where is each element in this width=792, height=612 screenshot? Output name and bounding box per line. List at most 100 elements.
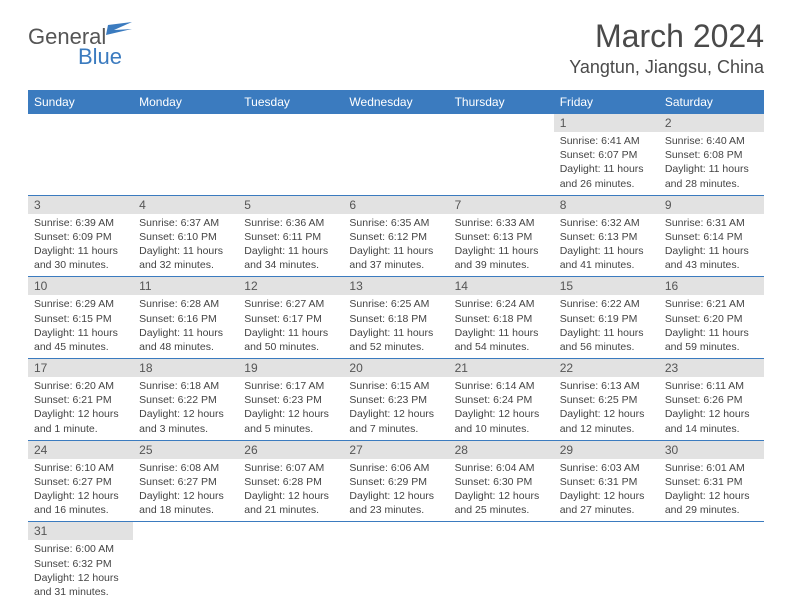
day-info: Sunrise: 6:13 AMSunset: 6:25 PMDaylight:… [554, 377, 659, 440]
day-info: Sunrise: 6:22 AMSunset: 6:19 PMDaylight:… [554, 295, 659, 358]
day-info: Sunrise: 6:04 AMSunset: 6:30 PMDaylight:… [449, 459, 554, 522]
day-number: 20 [343, 359, 448, 377]
calendar-cell [659, 522, 764, 603]
weekday-header: Saturday [659, 90, 764, 114]
day-info: Sunrise: 6:00 AMSunset: 6:32 PMDaylight:… [28, 540, 133, 603]
day-number: 1 [554, 114, 659, 132]
calendar-cell [28, 114, 133, 195]
weekday-header: Tuesday [238, 90, 343, 114]
calendar-cell: 5Sunrise: 6:36 AMSunset: 6:11 PMDaylight… [238, 195, 343, 277]
calendar-cell: 14Sunrise: 6:24 AMSunset: 6:18 PMDayligh… [449, 277, 554, 359]
weekday-header-row: Sunday Monday Tuesday Wednesday Thursday… [28, 90, 764, 114]
day-number: 12 [238, 277, 343, 295]
calendar-cell: 21Sunrise: 6:14 AMSunset: 6:24 PMDayligh… [449, 359, 554, 441]
day-info: Sunrise: 6:18 AMSunset: 6:22 PMDaylight:… [133, 377, 238, 440]
calendar-row: 24Sunrise: 6:10 AMSunset: 6:27 PMDayligh… [28, 440, 764, 522]
day-info: Sunrise: 6:36 AMSunset: 6:11 PMDaylight:… [238, 214, 343, 277]
calendar-cell: 18Sunrise: 6:18 AMSunset: 6:22 PMDayligh… [133, 359, 238, 441]
day-number: 17 [28, 359, 133, 377]
day-number: 11 [133, 277, 238, 295]
day-number: 21 [449, 359, 554, 377]
calendar-row: 10Sunrise: 6:29 AMSunset: 6:15 PMDayligh… [28, 277, 764, 359]
day-number: 3 [28, 196, 133, 214]
day-info: Sunrise: 6:41 AMSunset: 6:07 PMDaylight:… [554, 132, 659, 195]
calendar-cell: 28Sunrise: 6:04 AMSunset: 6:30 PMDayligh… [449, 440, 554, 522]
calendar-cell: 29Sunrise: 6:03 AMSunset: 6:31 PMDayligh… [554, 440, 659, 522]
calendar-cell [449, 114, 554, 195]
calendar-cell: 3Sunrise: 6:39 AMSunset: 6:09 PMDaylight… [28, 195, 133, 277]
logo-flag-icon [106, 22, 134, 43]
day-info: Sunrise: 6:31 AMSunset: 6:14 PMDaylight:… [659, 214, 764, 277]
day-number: 16 [659, 277, 764, 295]
day-number: 2 [659, 114, 764, 132]
day-info: Sunrise: 6:14 AMSunset: 6:24 PMDaylight:… [449, 377, 554, 440]
calendar-body: 1Sunrise: 6:41 AMSunset: 6:07 PMDaylight… [28, 114, 764, 603]
day-info: Sunrise: 6:03 AMSunset: 6:31 PMDaylight:… [554, 459, 659, 522]
day-number: 4 [133, 196, 238, 214]
calendar-cell: 22Sunrise: 6:13 AMSunset: 6:25 PMDayligh… [554, 359, 659, 441]
day-number: 28 [449, 441, 554, 459]
calendar-cell: 30Sunrise: 6:01 AMSunset: 6:31 PMDayligh… [659, 440, 764, 522]
day-number: 10 [28, 277, 133, 295]
day-info: Sunrise: 6:28 AMSunset: 6:16 PMDaylight:… [133, 295, 238, 358]
day-number: 30 [659, 441, 764, 459]
day-number: 13 [343, 277, 448, 295]
day-info: Sunrise: 6:06 AMSunset: 6:29 PMDaylight:… [343, 459, 448, 522]
calendar-cell: 20Sunrise: 6:15 AMSunset: 6:23 PMDayligh… [343, 359, 448, 441]
day-info: Sunrise: 6:39 AMSunset: 6:09 PMDaylight:… [28, 214, 133, 277]
calendar-cell [133, 114, 238, 195]
day-number: 24 [28, 441, 133, 459]
calendar-cell: 19Sunrise: 6:17 AMSunset: 6:23 PMDayligh… [238, 359, 343, 441]
calendar-cell: 11Sunrise: 6:28 AMSunset: 6:16 PMDayligh… [133, 277, 238, 359]
calendar-cell: 7Sunrise: 6:33 AMSunset: 6:13 PMDaylight… [449, 195, 554, 277]
header: GeneralBlue March 2024 Yangtun, Jiangsu,… [28, 18, 764, 78]
day-number: 6 [343, 196, 448, 214]
day-number: 29 [554, 441, 659, 459]
day-info: Sunrise: 6:10 AMSunset: 6:27 PMDaylight:… [28, 459, 133, 522]
day-number: 15 [554, 277, 659, 295]
calendar-cell [238, 114, 343, 195]
calendar-cell: 1Sunrise: 6:41 AMSunset: 6:07 PMDaylight… [554, 114, 659, 195]
calendar-row: 31Sunrise: 6:00 AMSunset: 6:32 PMDayligh… [28, 522, 764, 603]
calendar-cell: 12Sunrise: 6:27 AMSunset: 6:17 PMDayligh… [238, 277, 343, 359]
calendar-cell: 31Sunrise: 6:00 AMSunset: 6:32 PMDayligh… [28, 522, 133, 603]
day-info: Sunrise: 6:35 AMSunset: 6:12 PMDaylight:… [343, 214, 448, 277]
day-info: Sunrise: 6:20 AMSunset: 6:21 PMDaylight:… [28, 377, 133, 440]
day-number: 7 [449, 196, 554, 214]
title-block: March 2024 Yangtun, Jiangsu, China [569, 18, 764, 78]
calendar-cell: 2Sunrise: 6:40 AMSunset: 6:08 PMDaylight… [659, 114, 764, 195]
day-number: 8 [554, 196, 659, 214]
calendar-cell: 23Sunrise: 6:11 AMSunset: 6:26 PMDayligh… [659, 359, 764, 441]
logo: GeneralBlue [28, 18, 122, 70]
day-info: Sunrise: 6:15 AMSunset: 6:23 PMDaylight:… [343, 377, 448, 440]
weekday-header: Friday [554, 90, 659, 114]
day-info: Sunrise: 6:08 AMSunset: 6:27 PMDaylight:… [133, 459, 238, 522]
day-info: Sunrise: 6:40 AMSunset: 6:08 PMDaylight:… [659, 132, 764, 195]
month-title: March 2024 [569, 18, 764, 55]
day-info: Sunrise: 6:25 AMSunset: 6:18 PMDaylight:… [343, 295, 448, 358]
day-number: 27 [343, 441, 448, 459]
calendar-cell: 9Sunrise: 6:31 AMSunset: 6:14 PMDaylight… [659, 195, 764, 277]
day-number: 14 [449, 277, 554, 295]
day-number: 26 [238, 441, 343, 459]
calendar-cell [343, 522, 448, 603]
calendar-row: 17Sunrise: 6:20 AMSunset: 6:21 PMDayligh… [28, 359, 764, 441]
day-number: 9 [659, 196, 764, 214]
weekday-header: Thursday [449, 90, 554, 114]
calendar-cell: 10Sunrise: 6:29 AMSunset: 6:15 PMDayligh… [28, 277, 133, 359]
day-number: 25 [133, 441, 238, 459]
calendar-cell: 8Sunrise: 6:32 AMSunset: 6:13 PMDaylight… [554, 195, 659, 277]
day-info: Sunrise: 6:27 AMSunset: 6:17 PMDaylight:… [238, 295, 343, 358]
calendar-cell [238, 522, 343, 603]
calendar-table: Sunday Monday Tuesday Wednesday Thursday… [28, 90, 764, 603]
day-info: Sunrise: 6:29 AMSunset: 6:15 PMDaylight:… [28, 295, 133, 358]
day-info: Sunrise: 6:33 AMSunset: 6:13 PMDaylight:… [449, 214, 554, 277]
day-number: 19 [238, 359, 343, 377]
day-number: 23 [659, 359, 764, 377]
calendar-cell: 15Sunrise: 6:22 AMSunset: 6:19 PMDayligh… [554, 277, 659, 359]
location: Yangtun, Jiangsu, China [569, 57, 764, 78]
day-number: 5 [238, 196, 343, 214]
calendar-row: 1Sunrise: 6:41 AMSunset: 6:07 PMDaylight… [28, 114, 764, 195]
calendar-cell: 16Sunrise: 6:21 AMSunset: 6:20 PMDayligh… [659, 277, 764, 359]
day-info: Sunrise: 6:17 AMSunset: 6:23 PMDaylight:… [238, 377, 343, 440]
